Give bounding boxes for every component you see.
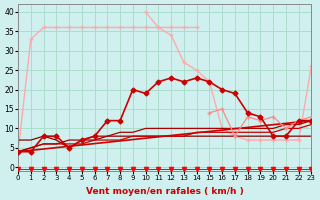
X-axis label: Vent moyen/en rafales ( km/h ): Vent moyen/en rafales ( km/h ): [86, 187, 244, 196]
